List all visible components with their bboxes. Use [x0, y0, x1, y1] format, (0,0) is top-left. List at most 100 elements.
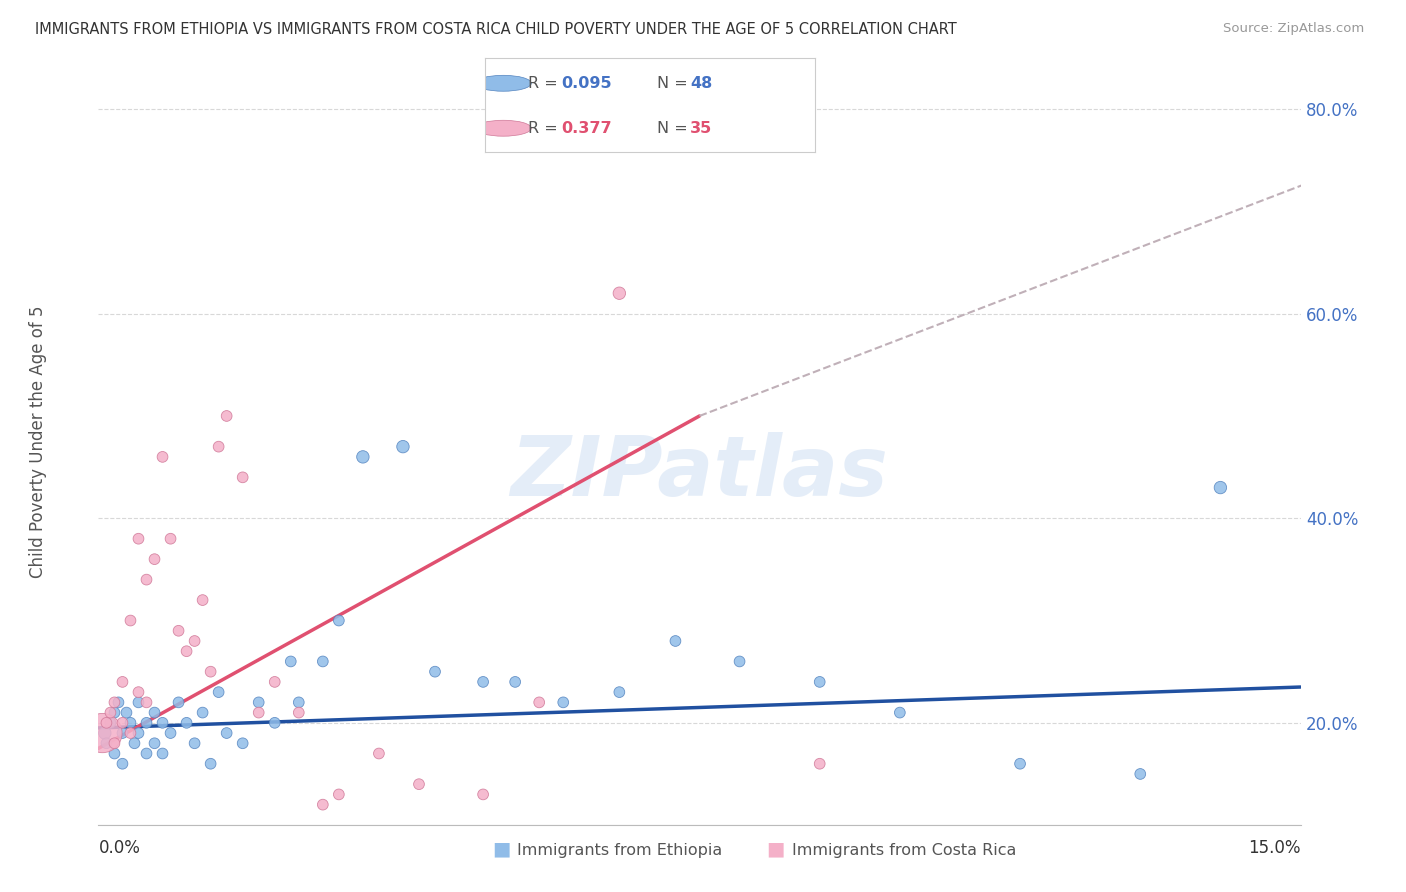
- Text: Child Poverty Under the Age of 5: Child Poverty Under the Age of 5: [30, 305, 48, 578]
- Text: Immigrants from Costa Rica: Immigrants from Costa Rica: [792, 843, 1017, 858]
- Point: [167, 695, 190, 709]
- Point: [328, 614, 350, 628]
- Text: 0.377: 0.377: [561, 120, 612, 136]
- Text: Source: ZipAtlas.com: Source: ZipAtlas.com: [1223, 22, 1364, 36]
- Point: [103, 736, 125, 750]
- Point: [143, 552, 166, 566]
- Point: [280, 655, 302, 669]
- Circle shape: [475, 120, 531, 136]
- Point: [472, 674, 495, 689]
- Point: [247, 695, 270, 709]
- Point: [1129, 767, 1152, 781]
- Point: [135, 573, 157, 587]
- Point: [1010, 756, 1032, 771]
- Point: [368, 747, 391, 761]
- Point: [128, 726, 150, 740]
- Point: [215, 409, 238, 423]
- Point: [103, 706, 125, 720]
- Point: [111, 674, 134, 689]
- Point: [263, 715, 285, 730]
- Point: [124, 736, 146, 750]
- Point: [111, 715, 134, 730]
- Point: [191, 593, 214, 607]
- Point: [183, 634, 205, 648]
- Text: N =: N =: [657, 120, 693, 136]
- Point: [135, 695, 157, 709]
- Point: [503, 674, 526, 689]
- Text: R =: R =: [529, 120, 562, 136]
- Text: 48: 48: [690, 76, 713, 91]
- Point: [111, 756, 134, 771]
- Point: [128, 695, 150, 709]
- Point: [183, 736, 205, 750]
- Point: [91, 726, 114, 740]
- Point: [609, 685, 631, 699]
- Point: [107, 695, 129, 709]
- Point: [288, 706, 311, 720]
- Point: [128, 685, 150, 699]
- Point: [328, 788, 350, 802]
- Point: [96, 715, 118, 730]
- Point: [1209, 481, 1232, 495]
- Point: [247, 706, 270, 720]
- Text: 0.0%: 0.0%: [98, 839, 141, 857]
- Point: [100, 715, 122, 730]
- Point: [120, 726, 142, 740]
- Point: [152, 747, 174, 761]
- Point: [423, 665, 446, 679]
- Point: [208, 685, 231, 699]
- Point: [553, 695, 575, 709]
- Text: 35: 35: [690, 120, 713, 136]
- Point: [120, 614, 142, 628]
- Point: [312, 655, 335, 669]
- Point: [191, 706, 214, 720]
- Point: [159, 726, 181, 740]
- Point: [889, 706, 911, 720]
- Point: [103, 695, 125, 709]
- Text: Immigrants from Ethiopia: Immigrants from Ethiopia: [517, 843, 723, 858]
- Point: [408, 777, 430, 791]
- Point: [392, 440, 415, 454]
- Point: [312, 797, 335, 812]
- Point: [167, 624, 190, 638]
- Text: 15.0%: 15.0%: [1249, 839, 1301, 857]
- Point: [143, 706, 166, 720]
- Point: [215, 726, 238, 740]
- Circle shape: [475, 75, 531, 91]
- Point: [263, 674, 285, 689]
- Point: [111, 726, 134, 740]
- Point: [135, 715, 157, 730]
- Point: [609, 286, 631, 301]
- Point: [100, 706, 122, 720]
- Point: [200, 756, 222, 771]
- Text: N =: N =: [657, 76, 693, 91]
- Text: R =: R =: [529, 76, 562, 91]
- Point: [529, 695, 551, 709]
- Point: [94, 726, 117, 740]
- Point: [152, 450, 174, 464]
- Point: [808, 756, 831, 771]
- Point: [288, 695, 311, 709]
- Text: ZIPatlas: ZIPatlas: [510, 432, 889, 513]
- Point: [135, 747, 157, 761]
- Point: [176, 715, 198, 730]
- Text: ■: ■: [766, 839, 785, 858]
- Point: [472, 788, 495, 802]
- Point: [103, 747, 125, 761]
- Point: [152, 715, 174, 730]
- Text: ■: ■: [492, 839, 510, 858]
- Point: [232, 736, 254, 750]
- Point: [728, 655, 751, 669]
- Point: [232, 470, 254, 484]
- Point: [664, 634, 686, 648]
- Point: [143, 736, 166, 750]
- Point: [208, 440, 231, 454]
- Point: [352, 450, 374, 464]
- Point: [176, 644, 198, 658]
- Point: [159, 532, 181, 546]
- Point: [115, 706, 138, 720]
- Point: [808, 674, 831, 689]
- Text: IMMIGRANTS FROM ETHIOPIA VS IMMIGRANTS FROM COSTA RICA CHILD POVERTY UNDER THE A: IMMIGRANTS FROM ETHIOPIA VS IMMIGRANTS F…: [35, 22, 957, 37]
- Point: [96, 736, 118, 750]
- Point: [128, 532, 150, 546]
